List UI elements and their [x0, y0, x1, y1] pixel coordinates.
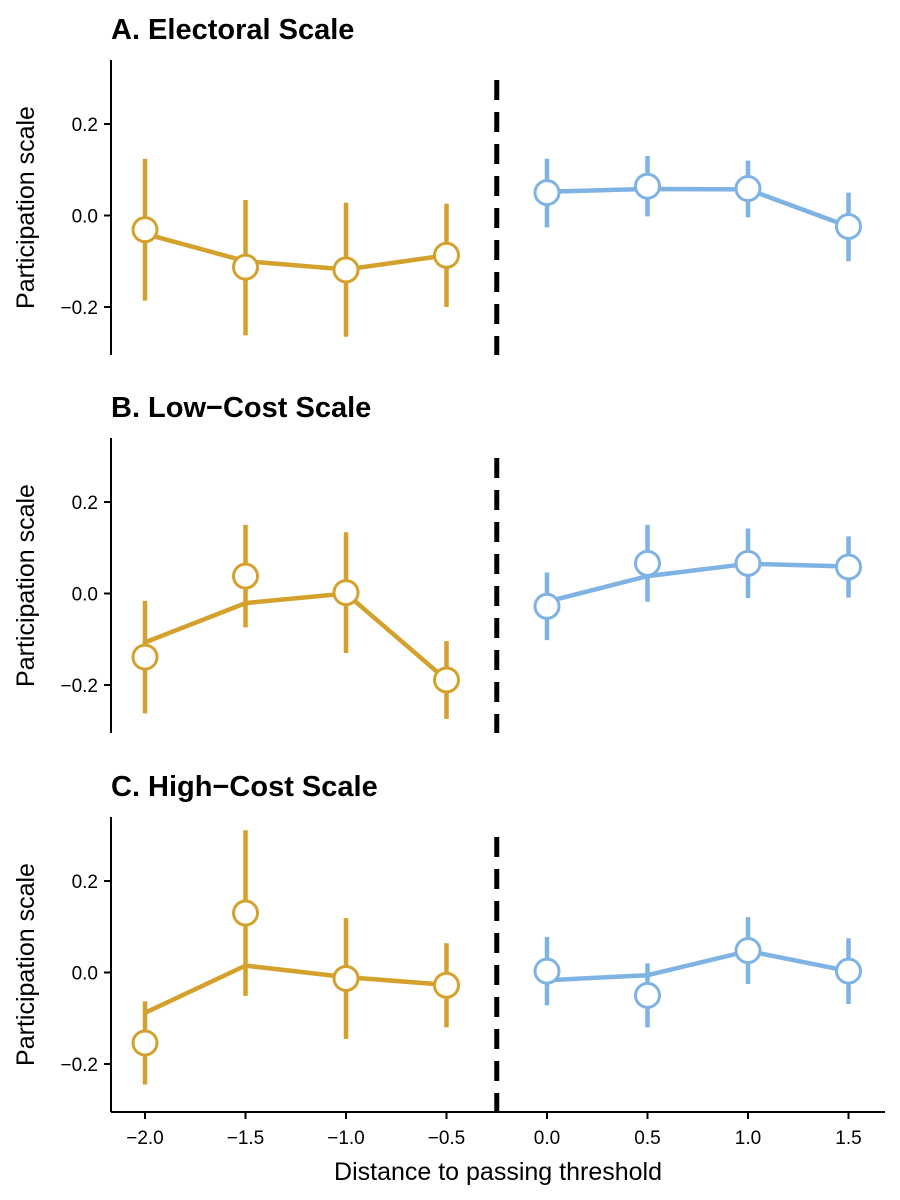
data-point [835, 553, 862, 581]
data-point [634, 172, 661, 200]
data-point [332, 256, 360, 284]
y-tick-label: −0.2 [60, 1055, 98, 1076]
series-below [131, 524, 460, 719]
y-tick-label: 0.2 [72, 493, 98, 514]
y-tick-label: 0.0 [72, 207, 98, 228]
data-point [634, 981, 661, 1009]
series-above [533, 156, 862, 262]
fit-line [544, 948, 851, 983]
data-point [131, 1029, 159, 1057]
y-tick-label: −0.2 [60, 298, 98, 319]
panel-title: C. High−Cost Scale [111, 771, 378, 803]
y-axis-label: Participation scale [12, 106, 40, 309]
data-point [835, 957, 862, 985]
data-point [533, 592, 561, 620]
data-point [835, 212, 862, 240]
data-point [232, 899, 259, 927]
x-tick-label: −2.0 [126, 1128, 164, 1149]
data-point [433, 241, 460, 269]
data-point [533, 957, 561, 985]
panel-3: C. High−Cost Scale −0.2 0.0 0.2 Participatio… [12, 771, 862, 1112]
fit-line [142, 591, 449, 683]
y-tick-label: −0.2 [60, 676, 98, 697]
y-tick-label: 0.2 [72, 872, 98, 893]
fit-line [544, 561, 851, 604]
y-tick-label: 0.2 [72, 115, 98, 136]
data-point [634, 549, 661, 577]
data-point [734, 549, 762, 577]
data-point [734, 937, 762, 965]
data-point [332, 964, 360, 992]
y-tick-label: 0.0 [72, 585, 98, 606]
data-point [433, 666, 460, 694]
data-point [734, 175, 762, 203]
y-axis-label: Participation scale [12, 863, 40, 1066]
x-tick-label: −1.0 [327, 1128, 365, 1149]
data-point [433, 971, 460, 999]
fit-line [142, 963, 449, 1016]
x-tick-label: −1.5 [227, 1128, 265, 1149]
data-point [232, 253, 259, 281]
fit-line [544, 186, 851, 229]
x-axis: −2.0 −1.5 −1.0 −0.5 0.0 0.5 1.0 1.5 Distance to … [111, 1111, 885, 1186]
y-tick-label: 0.0 [72, 964, 98, 985]
panel-1: A. Electoral Scale −0.2 0.0 0.2 Participatio… [12, 14, 862, 355]
x-tick-label: 1.5 [835, 1128, 861, 1149]
x-axis-label: Distance to passing threshold [334, 1158, 662, 1186]
data-point [232, 562, 259, 590]
x-tick-label: 0.0 [534, 1128, 560, 1149]
data-point [131, 216, 159, 244]
series-above [533, 917, 862, 1028]
x-tick-label: 0.5 [634, 1128, 660, 1149]
x-tick-label: 1.0 [735, 1128, 761, 1149]
fit-line [142, 231, 449, 272]
data-point [533, 179, 561, 207]
data-point [332, 579, 360, 607]
panel-title: A. Electoral Scale [111, 14, 354, 46]
series-below [131, 158, 460, 337]
series-above [533, 524, 862, 641]
series-below [131, 830, 460, 1085]
panel-title: B. Low−Cost Scale [111, 392, 371, 424]
y-axis-label: Participation scale [12, 484, 40, 687]
data-point [131, 643, 159, 671]
x-tick-label: −0.5 [428, 1128, 466, 1149]
panel-2: B. Low−Cost Scale −0.2 0.0 0.2 Participation… [12, 392, 862, 733]
